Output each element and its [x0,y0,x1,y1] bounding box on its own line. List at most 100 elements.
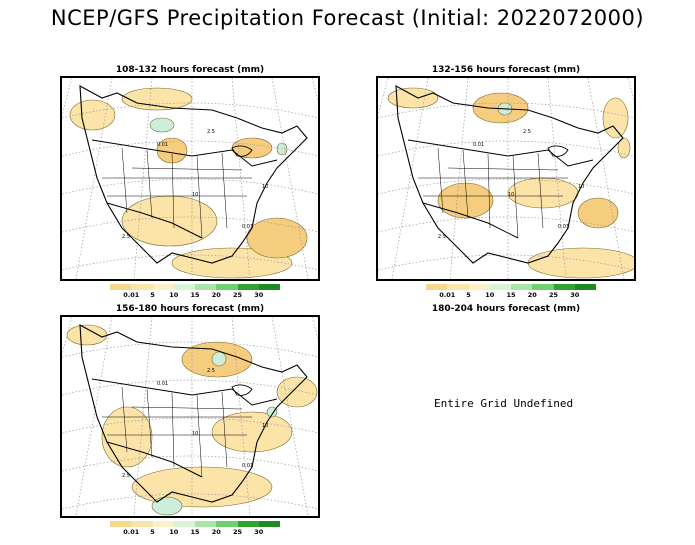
legend-label: 25 [548,291,559,299]
legend-label: 30 [254,291,264,299]
contour-label: 10 [262,423,268,429]
precip-area [246,217,308,259]
longitude-line [391,78,429,279]
legend-labels: 0.01 5 10 15 20 25 30 [426,290,596,300]
state-border [437,147,444,214]
state-border [171,392,175,468]
longitude-line [75,78,113,279]
precip-area [507,177,579,209]
legend-swatch [173,521,195,527]
state-border [196,394,203,478]
longitude-line [587,78,625,279]
panel-title-108-132: 108-132 hours forecast (mm) [115,65,265,75]
latitude-line [378,254,634,271]
legend-label: 10 [485,291,495,299]
longitude-line [271,78,309,279]
contour-label: 2.5 [438,234,446,240]
legend-swatch [574,284,596,290]
legend-label: 25 [232,291,243,299]
state-border [146,149,153,219]
state-border [221,391,228,468]
legend-color-bar [110,284,280,290]
country-border [407,139,594,167]
precip-area [527,247,634,279]
country-border [91,139,278,167]
great-lakes [231,384,253,396]
legend-label: 20 [527,291,537,299]
longitude-line [547,78,567,279]
precip-area [211,351,227,367]
legend-swatch [511,284,533,290]
precip-area [602,97,629,139]
legend-label: 10 [169,528,179,536]
legend-108-132: 0.01 5 10 15 20 25 30 [110,284,280,300]
state-border [171,153,175,229]
precip-map-108-132: 0.01 2.5 10 0.01 2.5 10 [62,78,318,279]
legend-label: 15 [190,528,200,536]
state-border [196,155,203,239]
legend-swatch [110,521,132,527]
precip-area [66,324,108,346]
contour-label: 0.01 [157,142,168,148]
precip-area [266,406,278,418]
legend-swatch [553,284,575,290]
state-border [131,167,243,171]
contour-label: 10 [508,192,514,198]
contour-label: 0.01 [242,224,253,230]
legend-swatch [195,521,217,527]
latitude-line [62,417,318,434]
panel-title-132-156: 132-156 hours forecast (mm) [431,65,581,75]
state-border [512,155,519,239]
legend-label: 30 [254,528,264,536]
latitude-line [62,341,318,358]
state-border [121,386,128,453]
state-border [221,152,228,229]
legend-swatch [468,284,490,290]
contour-label: 2.5 [207,368,215,374]
great-lakes [547,145,569,157]
legend-label: 5 [150,528,155,536]
latitude-line [62,493,318,510]
legend-swatch [426,284,448,290]
latitude-line [62,455,318,472]
contour-label: 0.01 [558,224,569,230]
longitude-line [133,78,153,279]
contour-label: 10 [262,184,268,190]
country-border [106,441,203,478]
longitude-line [271,317,309,516]
legend-swatch [173,284,195,290]
legend-156-180: 0.01 5 10 15 20 25 30 [110,521,280,537]
country-border [106,202,203,239]
legend-swatch [532,284,554,290]
state-border [537,152,544,229]
legend-swatch [131,521,153,527]
state-border [146,388,153,458]
contour-label: 2.5 [122,473,130,479]
legend-label: 5 [150,291,155,299]
legend-label: 0.01 [439,291,456,299]
legend-swatch [489,284,511,290]
contour-label: 0.01 [157,381,168,387]
legend-label: 10 [169,291,179,299]
contour-label: 2.5 [122,234,130,240]
contour-label: 0.01 [473,142,484,148]
precip-area [211,411,293,453]
latitude-line [378,178,634,195]
precip-area [387,87,439,109]
legend-swatch [216,284,238,290]
precip-area [121,195,218,247]
contour-label: 2.5 [523,129,531,135]
legend-swatch [216,521,238,527]
precip-map-156-180: 0.01 2.5 10 0.01 2.5 10 [62,317,318,516]
precip-area [149,117,175,133]
legend-color-bar [426,284,596,290]
coastline [79,324,308,503]
legend-label: 25 [232,528,243,536]
contour-label: 10 [192,192,198,198]
state-border [447,167,559,171]
legend-swatch [237,284,259,290]
legend-swatch [258,284,280,290]
legend-labels: 0.01 5 10 15 20 25 30 [110,527,280,537]
precip-area [101,406,153,468]
contour-label: 0.01 [242,463,253,469]
